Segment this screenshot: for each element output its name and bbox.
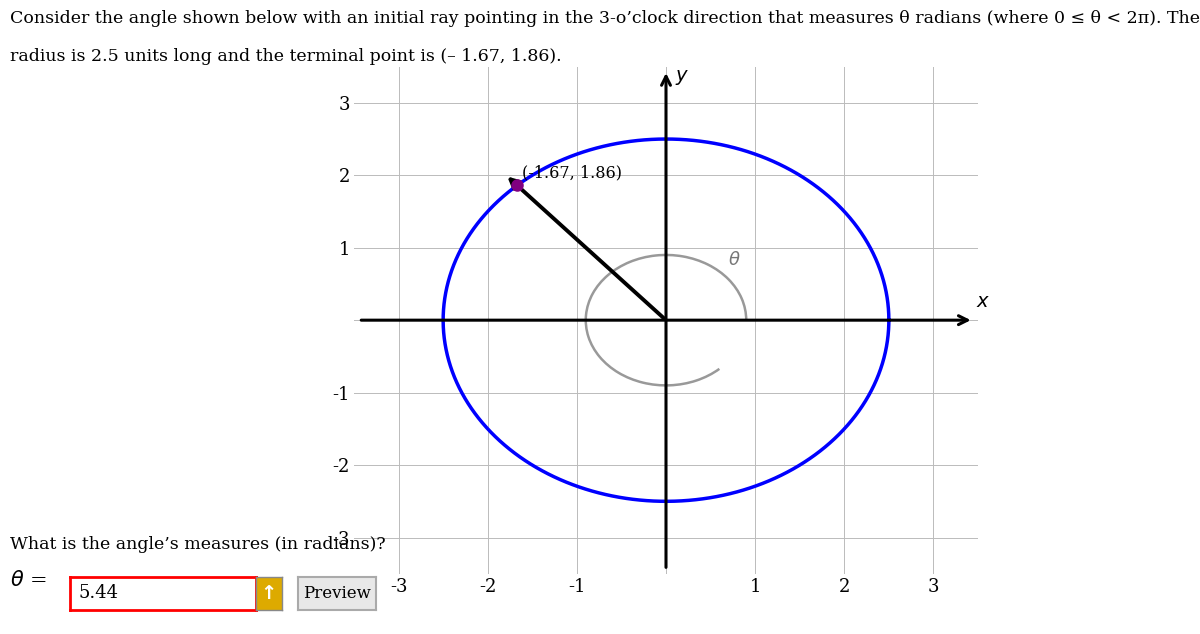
Text: (-1.67, 1.86): (-1.67, 1.86) (522, 165, 622, 182)
Text: $\theta$: $\theta$ (728, 251, 740, 269)
Text: $x$: $x$ (977, 292, 990, 311)
Text: $y$: $y$ (674, 68, 689, 87)
Text: $\theta$ =: $\theta$ = (10, 570, 47, 590)
Text: ↑: ↑ (260, 584, 277, 603)
Text: Preview: Preview (302, 585, 371, 602)
Text: radius is 2.5 units long and the terminal point is (– 1.67, 1.86).: radius is 2.5 units long and the termina… (10, 48, 562, 65)
Text: What is the angle’s measures (in radians)?: What is the angle’s measures (in radians… (10, 536, 385, 553)
Text: 5.44: 5.44 (79, 585, 119, 602)
Text: Consider the angle shown below with an initial ray pointing in the 3-o’clock dir: Consider the angle shown below with an i… (10, 10, 1200, 27)
